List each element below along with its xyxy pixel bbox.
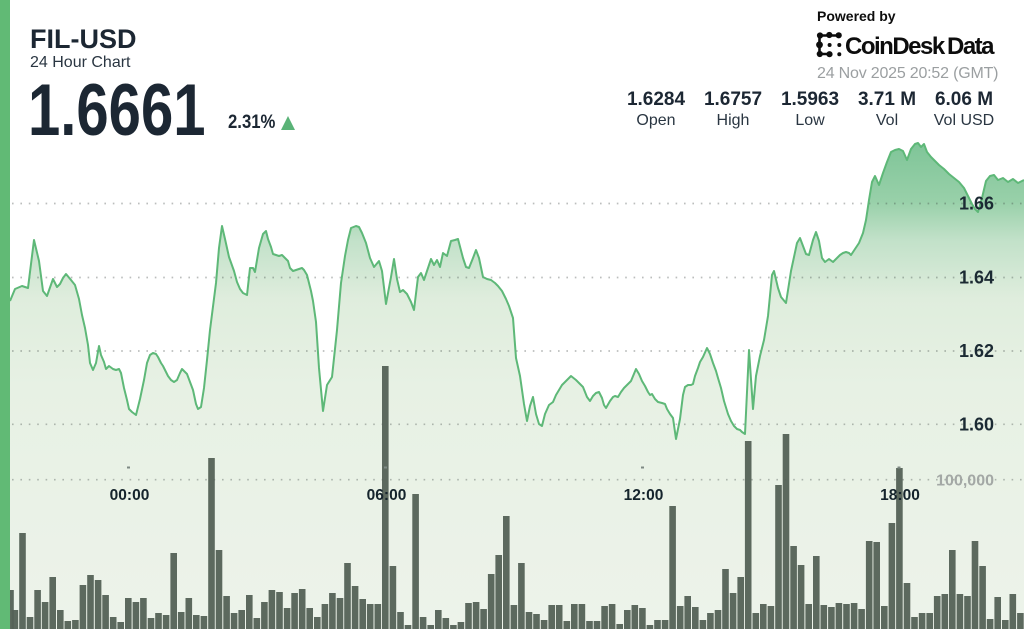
svg-text:100,000: 100,000 (936, 473, 994, 490)
svg-text:06:00: 06:00 (367, 487, 407, 504)
svg-text:18:00: 18:00 (880, 487, 920, 504)
svg-text:12:00: 12:00 (624, 487, 664, 504)
svg-text:1.66: 1.66 (959, 194, 994, 214)
svg-text:1.60: 1.60 (959, 415, 994, 435)
svg-text:1.64: 1.64 (959, 268, 994, 288)
svg-text:1.62: 1.62 (959, 341, 994, 361)
svg-text:00:00: 00:00 (110, 487, 150, 504)
